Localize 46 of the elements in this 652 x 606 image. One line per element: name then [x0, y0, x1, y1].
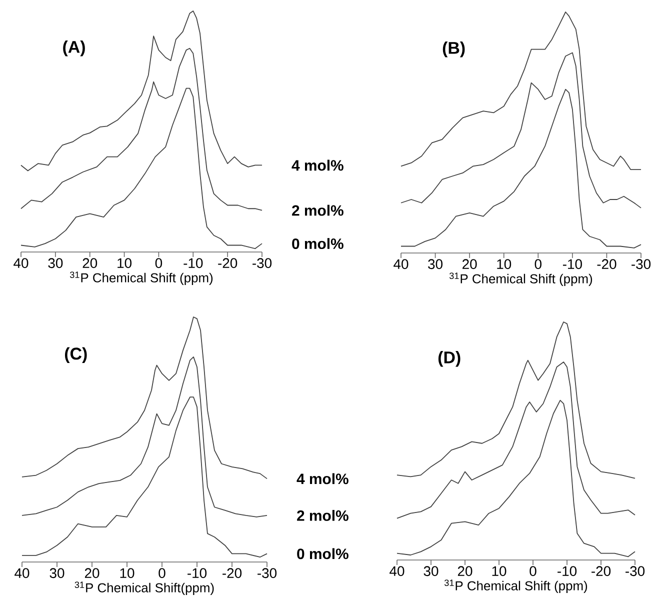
x-tick-label: -30 — [632, 259, 651, 270]
text: (B) — [442, 42, 465, 58]
x-tick-label: 10 — [120, 568, 134, 578]
x-tick-label: 0 — [534, 259, 542, 270]
x-tick-label: 20 — [84, 568, 100, 578]
x-tick-label: 40 — [394, 259, 408, 270]
x-tick-label: -10 — [562, 259, 582, 270]
x-tick-label: -20 — [218, 258, 238, 268]
text: 2 mol% — [292, 204, 344, 216]
x-axis-title: $^{31}$P Chemical Shift (ppm) — [449, 272, 592, 286]
x-tick-label: 30 — [50, 568, 64, 578]
text: 0 mol% — [297, 548, 348, 560]
x-tick-label: 20 — [462, 259, 477, 270]
x-tick-label: -10 — [184, 258, 203, 268]
x-tick-label: -30 — [252, 258, 272, 268]
text: (A) — [63, 40, 85, 56]
x-tick-label: 10 — [492, 566, 506, 576]
text: 2 mol% — [297, 510, 348, 521]
x-tick-label: -20 — [222, 568, 242, 578]
series-label: 4 mol% — [292, 160, 344, 171]
x-tick-label: -30 — [626, 566, 645, 576]
x-tick-label: 30 — [428, 259, 443, 270]
x-tick-label: -20 — [597, 259, 616, 270]
x-axis-title: $^{31}$P Chemical Shift (ppm) — [444, 580, 588, 593]
x-axis-title: $^{31}$P Chemical Shift(ppm) — [74, 582, 214, 595]
x-tick-label: 40 — [14, 568, 30, 578]
x-tick-label: -20 — [592, 566, 611, 576]
x-tick-label: 10 — [497, 259, 512, 270]
x-tick-label: 0 — [155, 258, 162, 268]
x-axis-title: $^{31}$P Chemical Shift (ppm) — [70, 272, 213, 285]
x-tick-label: -10 — [188, 568, 207, 578]
x-tick-label: 40 — [390, 566, 404, 576]
x-tick-label: 20 — [82, 258, 98, 268]
x-tick-label: 30 — [48, 258, 63, 268]
text: (D) — [438, 350, 460, 367]
text: 0 mol% — [292, 238, 344, 250]
x-tick-label: -10 — [558, 566, 577, 576]
x-tick-label: 30 — [424, 566, 438, 576]
x-tick-label: -30 — [258, 568, 277, 578]
text: (C) — [64, 347, 87, 364]
x-tick-label: 20 — [458, 566, 472, 576]
series-label: 4 mol% — [296, 473, 348, 484]
x-tick-label: 0 — [158, 568, 166, 578]
x-tick-label: 40 — [14, 258, 28, 268]
x-tick-label: 10 — [118, 258, 132, 268]
x-tick-label: 0 — [530, 566, 536, 576]
